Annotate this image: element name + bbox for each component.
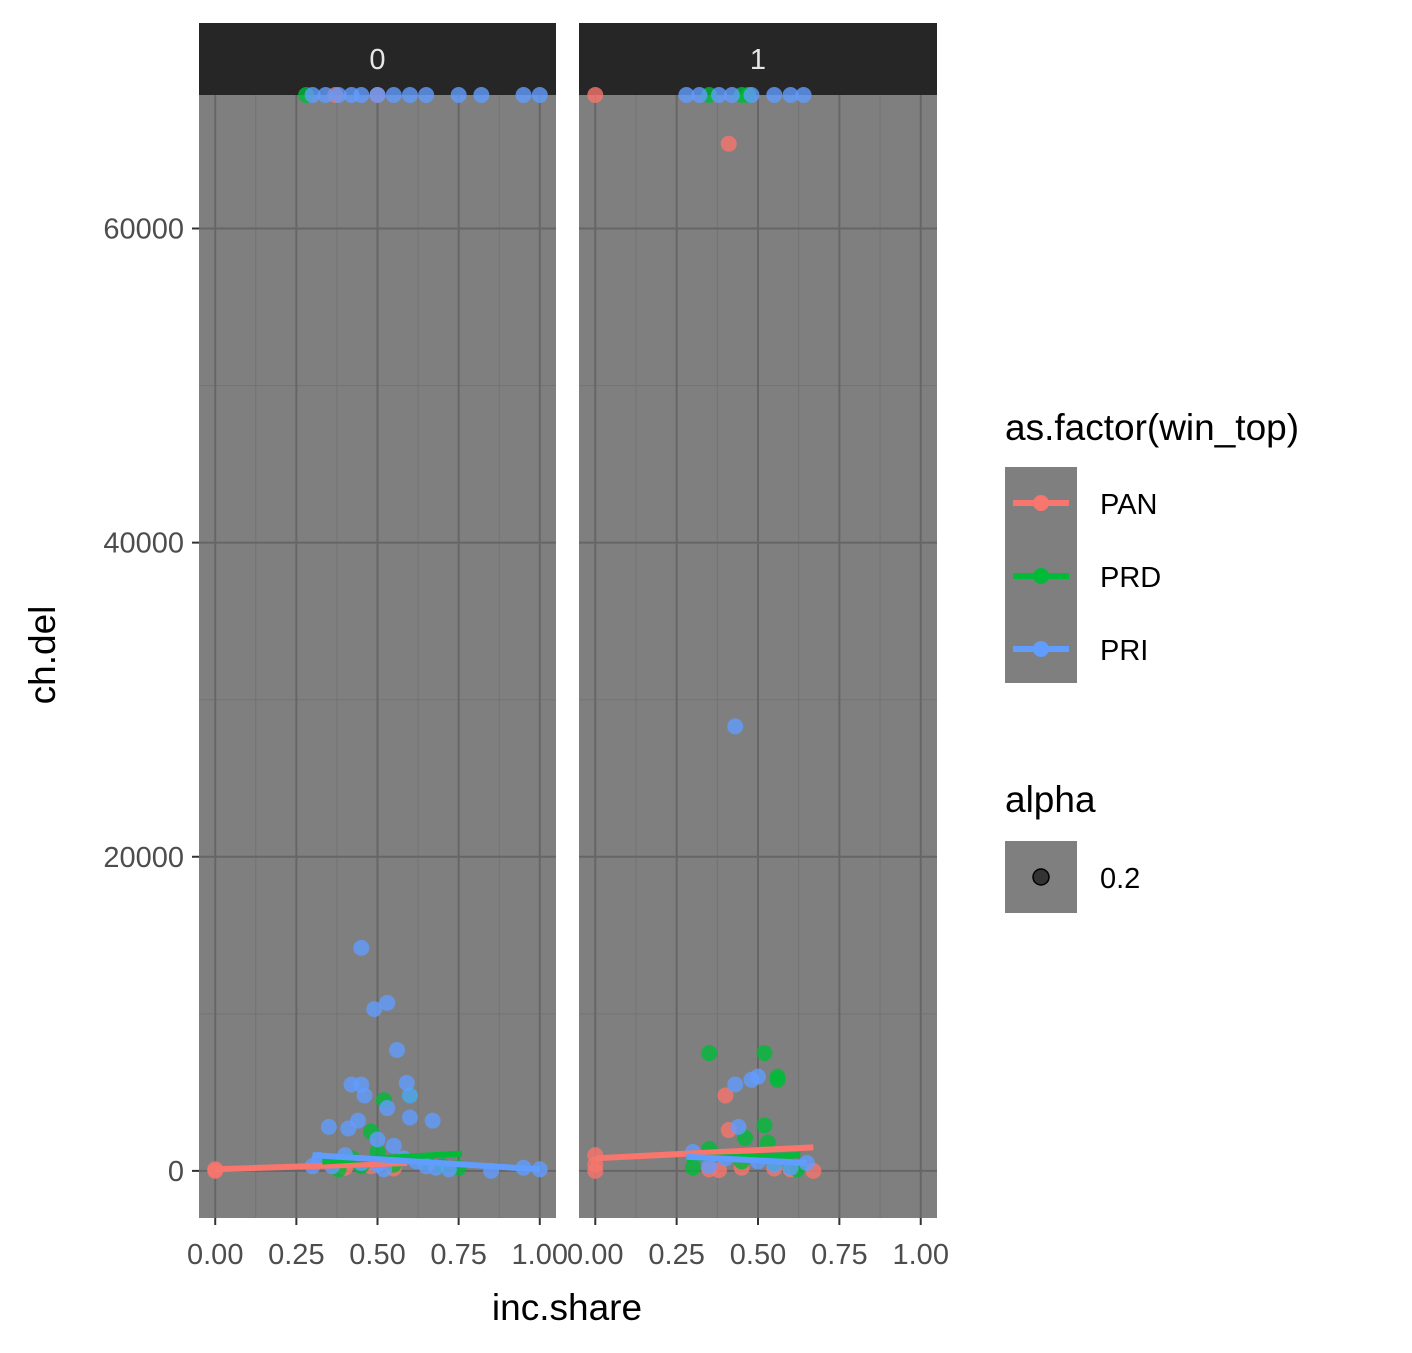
facet-strip-label: 1 [750, 44, 766, 76]
point-pri [317, 87, 334, 103]
legend-title-color: as.factor(win_top) [1005, 407, 1299, 448]
point-prd [769, 1071, 786, 1088]
facet-strip [579, 23, 937, 95]
fit-line-pri [312, 1152, 540, 1173]
y-tick-label: 40000 [103, 528, 184, 560]
legend-key-point-pan [1033, 495, 1049, 511]
point-pri [473, 87, 490, 103]
point-pri [385, 1137, 402, 1154]
point-pri [424, 1112, 441, 1129]
point-pri [320, 1118, 337, 1135]
x-tick-label: 0.75 [811, 1239, 867, 1271]
y-axis-title: ch.del [22, 606, 63, 705]
y-tick-label: 60000 [103, 214, 184, 246]
point-pri [304, 87, 321, 103]
point-pri [398, 1074, 415, 1091]
point-pri [766, 87, 783, 103]
point-prd [684, 1159, 701, 1176]
x-tick-label: 0.25 [268, 1239, 324, 1271]
point-pri [691, 87, 708, 103]
point-pri [727, 718, 744, 735]
point-pri [730, 1118, 747, 1135]
point-pri [515, 87, 532, 103]
point-pan [587, 1162, 604, 1179]
point-pri [340, 1120, 357, 1137]
point-pri [727, 1076, 744, 1093]
x-tick-label: 0.75 [430, 1239, 486, 1271]
facet-strip [199, 23, 556, 95]
x-tick-label: 0.00 [187, 1239, 243, 1271]
point-pri [330, 87, 347, 103]
legend-title-alpha: alpha [1005, 779, 1096, 820]
point-pri [401, 1087, 418, 1104]
point-pri [450, 87, 467, 103]
y-axis: 0 20000 40000 60000 [103, 214, 199, 1188]
fit-line-pri [686, 1153, 807, 1167]
point-pri [531, 87, 548, 103]
point-pri [743, 87, 760, 103]
x-tick-label: 0.00 [567, 1239, 623, 1271]
point-pri [750, 1068, 766, 1085]
point-prd [701, 1045, 718, 1062]
facet-panel-0: 0 0.00 0.25 0.50 0.75 1.00 [187, 23, 568, 1271]
point-pri [369, 1131, 386, 1148]
point-pri [782, 87, 799, 103]
point-pri [401, 1109, 418, 1126]
x-tick-label: 0.50 [730, 1239, 786, 1271]
facet-panel-1: 1 0.00 0.25 0.50 0.75 1.00 [567, 23, 949, 1271]
point-pri [369, 87, 386, 103]
point-pri [701, 1158, 718, 1175]
point-pri [418, 87, 435, 103]
point-pri [710, 87, 727, 103]
point-pri [356, 1087, 373, 1104]
point-prd [756, 1045, 773, 1062]
legend-key-point-prd [1033, 568, 1049, 584]
point-pri [678, 87, 695, 103]
x-tick-label: 1.00 [512, 1239, 568, 1271]
point-pan [717, 1087, 734, 1104]
legend-key-point-pri [1033, 641, 1049, 657]
point-prd [756, 1117, 773, 1134]
y-tick-label: 20000 [103, 842, 184, 874]
legend-alpha-key-point [1032, 868, 1050, 886]
panels-layer: 0 0.00 0.25 0.50 0.75 1.00 1 0.00 0.25 0.50 0.75 1.… [187, 23, 949, 1271]
point-pri [353, 87, 370, 103]
fit-line-pan [215, 1160, 407, 1173]
point-pri [795, 87, 812, 103]
y-tick-label: 0 [168, 1156, 184, 1188]
x-axis-title: inc.share [492, 1287, 642, 1328]
point-pri [723, 87, 740, 103]
legend: as.factor(win_top) PAN PRD PRI alpha 0.2 [1005, 407, 1299, 913]
x-tick-label: 0.50 [349, 1239, 405, 1271]
point-pri [388, 1041, 405, 1058]
legend-label-pri: PRI [1100, 635, 1148, 667]
point-pri [366, 1001, 383, 1018]
point-pri [379, 994, 396, 1011]
point-pan [720, 135, 737, 152]
point-pri [353, 939, 370, 956]
point-pri [379, 1100, 396, 1117]
point-pri [385, 87, 402, 103]
x-tick-label: 0.25 [648, 1239, 704, 1271]
legend-label-prd: PRD [1100, 562, 1161, 594]
point-pan [587, 87, 604, 103]
legend-label-alpha: 0.2 [1100, 863, 1140, 895]
x-tick-label: 1.00 [893, 1239, 949, 1271]
legend-label-pan: PAN [1100, 489, 1157, 521]
point-pri [401, 87, 418, 103]
facet-strip-label: 0 [369, 44, 385, 76]
fit-line-pan [595, 1144, 814, 1162]
